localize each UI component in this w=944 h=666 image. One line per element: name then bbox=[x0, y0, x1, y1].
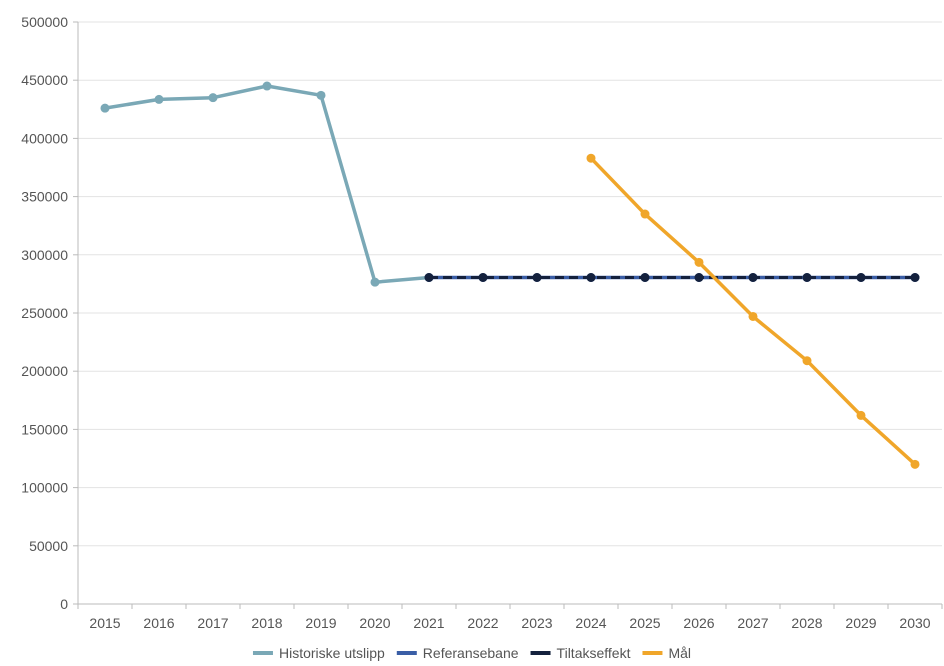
x-tick-label: 2022 bbox=[467, 615, 498, 631]
y-tick-label: 400000 bbox=[21, 130, 68, 146]
data-point-tiltakseffekt bbox=[424, 272, 434, 282]
data-point-m-l bbox=[586, 153, 596, 163]
data-point-historiske-utslipp bbox=[262, 81, 272, 91]
data-point-tiltakseffekt bbox=[856, 272, 866, 282]
x-tick-label: 2023 bbox=[521, 615, 552, 631]
x-tick-label: 2019 bbox=[305, 615, 336, 631]
legend-label: Tiltakseffekt bbox=[557, 645, 631, 661]
data-point-tiltakseffekt bbox=[532, 272, 542, 282]
series-line-historiske-utslipp bbox=[103, 84, 431, 284]
data-point-m-l bbox=[640, 209, 650, 219]
x-tick-label: 2020 bbox=[359, 615, 390, 631]
y-tick-label: 300000 bbox=[21, 247, 68, 263]
x-tick-label: 2021 bbox=[413, 615, 444, 631]
y-tick-label: 100000 bbox=[21, 480, 68, 496]
data-point-tiltakseffekt bbox=[910, 272, 920, 282]
data-point-m-l bbox=[694, 257, 704, 267]
data-point-tiltakseffekt bbox=[586, 272, 596, 282]
x-tick-label: 2018 bbox=[251, 615, 282, 631]
data-point-historiske-utslipp bbox=[154, 94, 164, 104]
data-point-tiltakseffekt bbox=[748, 272, 758, 282]
series-line-m-l bbox=[589, 156, 917, 467]
x-axis-ticks: 2015 2016 2017 2018 2019 2020 2021 2022 2023 2024… bbox=[77, 604, 943, 631]
y-axis-ticks: 0 50000 100000 150000 200000 250000 300000 3500… bbox=[21, 14, 68, 612]
data-point-historiske-utslipp bbox=[370, 277, 380, 287]
legend: Historiske utslipp Referansebane Tiltaksef… bbox=[252, 645, 691, 661]
legend-label: Mål bbox=[668, 645, 691, 661]
x-tick-label: 2030 bbox=[899, 615, 930, 631]
grid-lines bbox=[73, 21, 942, 605]
x-tick-label: 2026 bbox=[683, 615, 714, 631]
data-point-m-l bbox=[910, 459, 920, 469]
x-tick-label: 2015 bbox=[89, 615, 120, 631]
y-tick-label: 50000 bbox=[29, 538, 68, 554]
x-tick-label: 2025 bbox=[629, 615, 660, 631]
x-tick-label: 2027 bbox=[737, 615, 768, 631]
data-point-historiske-utslipp bbox=[316, 90, 326, 100]
data-point-tiltakseffekt bbox=[802, 272, 812, 282]
data-point-tiltakseffekt bbox=[640, 272, 650, 282]
x-tick-label: 2016 bbox=[143, 615, 174, 631]
y-tick-label: 150000 bbox=[21, 421, 68, 437]
x-tick-label: 2017 bbox=[197, 615, 228, 631]
data-point-m-l bbox=[748, 311, 758, 321]
x-tick-label: 2024 bbox=[575, 615, 606, 631]
y-tick-label: 0 bbox=[60, 596, 68, 612]
data-point-m-l bbox=[802, 356, 812, 366]
data-point-historiske-utslipp bbox=[208, 93, 218, 103]
x-tick-label: 2029 bbox=[845, 615, 876, 631]
data-point-tiltakseffekt bbox=[694, 272, 704, 282]
y-tick-label: 200000 bbox=[21, 363, 68, 379]
series-layer bbox=[100, 81, 920, 469]
y-tick-label: 450000 bbox=[21, 72, 68, 88]
data-point-tiltakseffekt bbox=[478, 272, 488, 282]
legend-label: Referansebane bbox=[423, 645, 519, 661]
y-tick-label: 250000 bbox=[21, 305, 68, 321]
data-point-historiske-utslipp bbox=[100, 103, 110, 113]
legend-label: Historiske utslipp bbox=[279, 645, 385, 661]
data-point-m-l bbox=[856, 410, 866, 420]
x-tick-label: 2028 bbox=[791, 615, 822, 631]
y-tick-label: 500000 bbox=[21, 14, 68, 30]
y-tick-label: 350000 bbox=[21, 189, 68, 205]
